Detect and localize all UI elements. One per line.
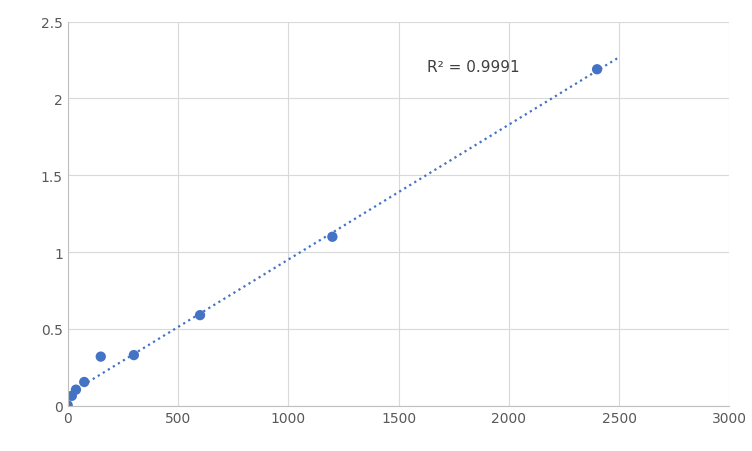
Point: [326, 234, 338, 241]
Point: [66, 392, 77, 400]
Point: [128, 352, 140, 359]
Point: [62, 402, 74, 409]
Text: R² = 0.9991: R² = 0.9991: [427, 60, 520, 74]
Point: [95, 353, 107, 360]
Point: [194, 312, 206, 319]
Point: [591, 66, 603, 74]
Point: [78, 378, 90, 386]
Point: [70, 386, 82, 393]
